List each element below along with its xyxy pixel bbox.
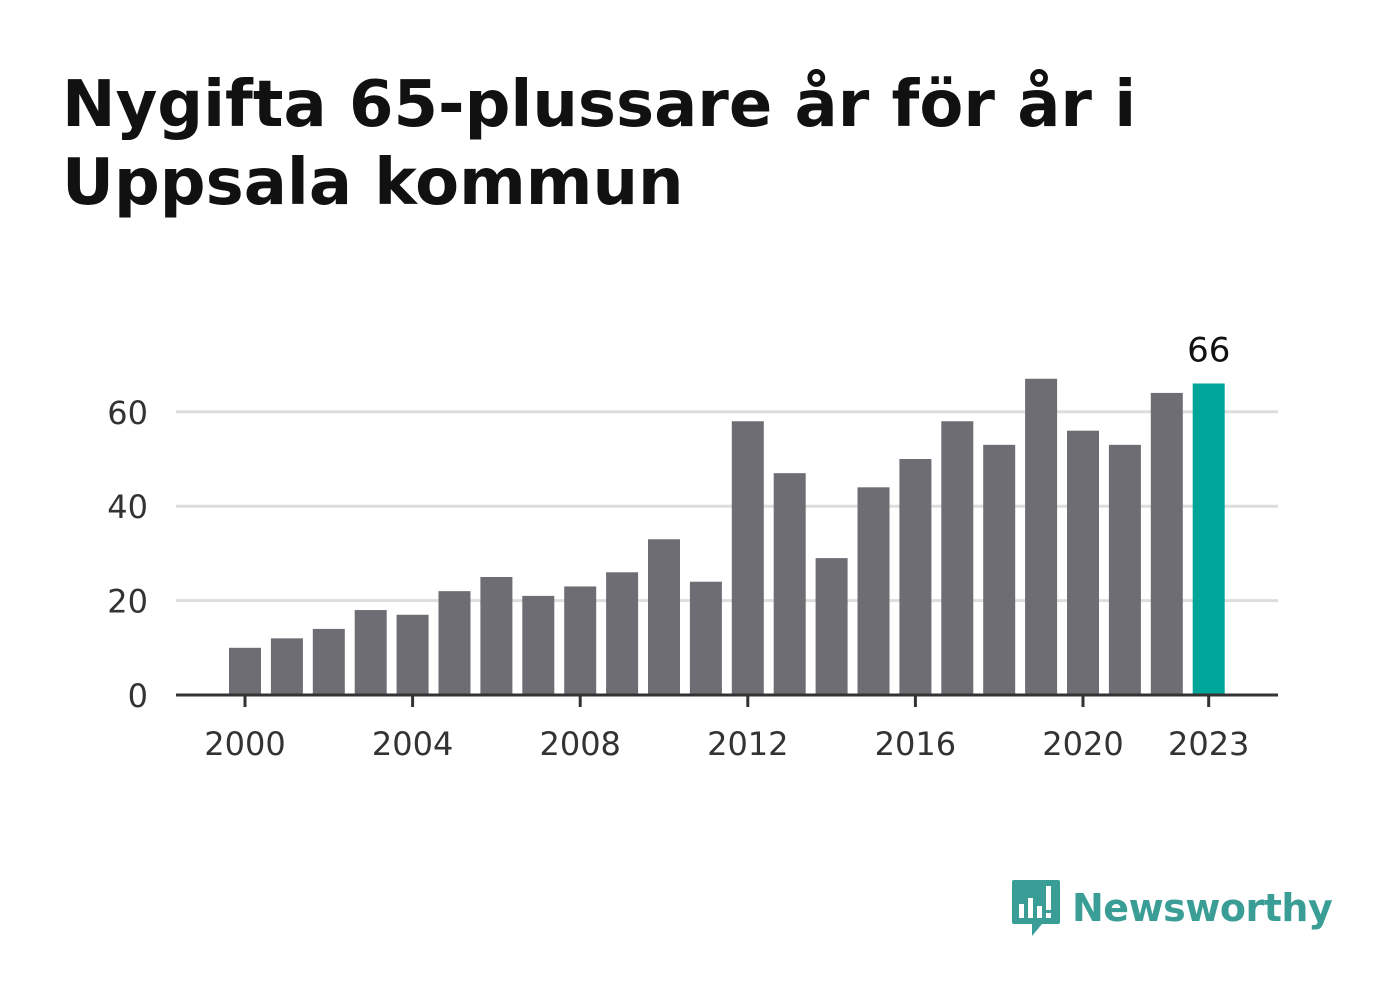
bar-2003 (354, 610, 387, 695)
bar-2017 (941, 421, 974, 695)
bar-2015 (857, 487, 890, 695)
logo-text: Newsworthy (1072, 886, 1333, 930)
bar-2006 (480, 577, 513, 695)
bar-2002 (312, 628, 345, 695)
chart-title: Nygifta 65-plussare år för år i Uppsala … (62, 68, 1137, 220)
bar-2021 (1108, 444, 1141, 695)
bar-2016 (899, 459, 932, 695)
bar-2008 (564, 586, 597, 695)
x-tick-label: 2008 (539, 725, 620, 763)
bar-2001 (270, 638, 303, 695)
bar-2023 (1192, 383, 1225, 695)
x-tick-label: 2023 (1168, 725, 1249, 763)
y-tick-label: 20 (107, 583, 148, 621)
bar-2019 (1025, 378, 1058, 695)
x-tick-label: 2016 (875, 725, 956, 763)
newsworthy-logo: Newsworthy (1010, 878, 1333, 938)
axes (176, 693, 1278, 707)
bar-2004 (396, 614, 429, 695)
bar-2011 (689, 581, 722, 695)
x-tick-label: 2012 (707, 725, 788, 763)
bar-2012 (731, 421, 764, 695)
bar-2014 (815, 558, 848, 695)
bar-2018 (983, 444, 1016, 695)
bar-2022 (1150, 392, 1183, 695)
bar-2000 (229, 647, 261, 695)
labels: 0 20 40 60 2000 2004 2008 2012 2016 2020 2023 66 (107, 330, 1249, 763)
bar-2009 (606, 572, 639, 695)
newsworthy-logo-icon (1012, 880, 1060, 936)
x-tick-label: 2000 (204, 725, 285, 763)
bar-2020 (1067, 430, 1099, 695)
bar-2005 (438, 591, 471, 695)
y-tick-label: 0 (128, 677, 148, 715)
y-tick-label: 60 (107, 394, 148, 432)
data-label: 66 (1187, 330, 1230, 370)
bar-2013 (773, 473, 806, 695)
bar-2007 (522, 595, 555, 695)
bar-2010 (648, 539, 680, 695)
y-tick-label: 40 (107, 488, 148, 526)
x-tick-label: 2020 (1042, 725, 1123, 763)
bars (229, 378, 1225, 695)
x-tick-label: 2004 (372, 725, 453, 763)
